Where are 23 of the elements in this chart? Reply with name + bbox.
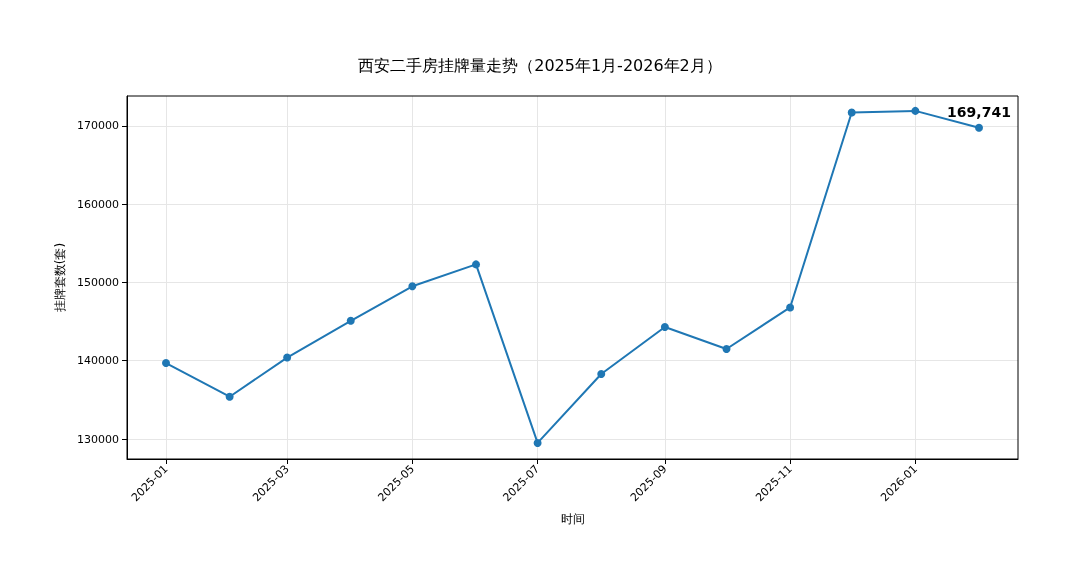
x-axis-title: 时间 <box>560 512 585 526</box>
annotation: 169,741 <box>947 103 1011 120</box>
point <box>225 392 234 401</box>
point <box>786 303 795 312</box>
point <box>660 323 669 332</box>
point <box>408 282 417 291</box>
point <box>472 260 481 269</box>
y-tick-label: 160000 <box>77 197 119 211</box>
point <box>911 106 920 115</box>
point <box>847 108 856 117</box>
y-tick-label: 140000 <box>77 354 119 368</box>
point <box>162 359 171 368</box>
y-tick-label: 130000 <box>77 432 119 446</box>
point <box>975 123 983 132</box>
y-tick-label: 150000 <box>77 275 119 289</box>
point <box>597 370 606 379</box>
point <box>346 316 355 325</box>
y-axis-title: 挂牌套数(套) <box>53 242 68 313</box>
point <box>283 353 292 362</box>
point <box>533 438 542 447</box>
point <box>722 344 731 353</box>
y-tick-label: 170000 <box>77 119 119 133</box>
chart-title: 西安二手房挂牌量走势（2025年1月-2026年2月） <box>358 55 722 75</box>
